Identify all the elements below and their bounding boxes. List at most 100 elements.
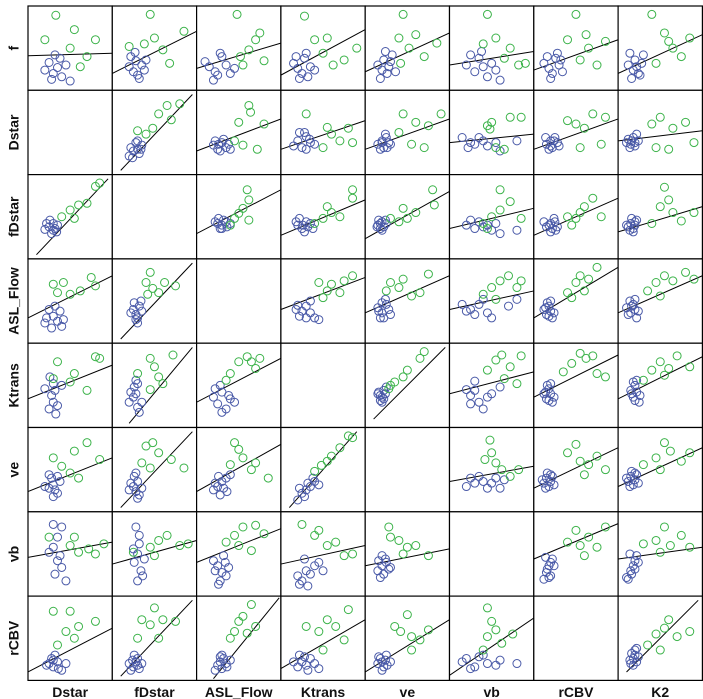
- panel-fDstar-vs-K2: [617, 174, 703, 260]
- data-point-green: [579, 470, 589, 480]
- data-point-green: [246, 546, 256, 556]
- panel-frame: [27, 5, 113, 91]
- data-point-blue: [219, 134, 229, 144]
- data-point-blue: [549, 136, 559, 146]
- panel-fDstar-vs-rCBV: [533, 174, 619, 260]
- data-point-green: [238, 611, 248, 621]
- panel-rCBV-vs-fDstar: [111, 595, 198, 681]
- data-point-blue: [478, 650, 488, 660]
- data-point-green: [419, 52, 429, 62]
- data-point-green: [310, 35, 320, 45]
- data-point-blue: [134, 301, 144, 311]
- data-point-blue: [47, 74, 57, 84]
- data-point-blue: [50, 301, 60, 311]
- panel-ASL_Flow-vs-ve: [364, 258, 451, 344]
- data-point-blue: [627, 136, 637, 146]
- data-point-green: [647, 218, 657, 228]
- data-point-blue: [375, 218, 385, 228]
- data-point-blue: [466, 664, 476, 674]
- panel-Ktrans-vs-Dstar: [27, 342, 113, 429]
- data-point-blue: [385, 310, 395, 320]
- data-point-green: [575, 348, 585, 358]
- data-point-green: [571, 119, 581, 129]
- data-point-green: [651, 629, 661, 639]
- data-point-green: [651, 535, 661, 545]
- data-point-green: [145, 385, 155, 395]
- data-point-green: [86, 272, 96, 282]
- data-point-green: [638, 460, 648, 470]
- data-point-green: [251, 520, 261, 530]
- data-point-green: [588, 193, 598, 203]
- data-point-green: [183, 539, 193, 549]
- data-point-blue: [300, 554, 310, 564]
- data-point-blue: [42, 218, 52, 228]
- data-point-green: [659, 438, 669, 448]
- data-point-blue: [57, 380, 67, 390]
- data-point-blue: [633, 557, 643, 567]
- data-point-blue: [133, 136, 143, 146]
- fit-line: [449, 465, 534, 482]
- fit-line: [196, 118, 281, 152]
- data-point-blue: [632, 129, 642, 139]
- data-point-blue: [544, 573, 554, 583]
- data-point-blue: [48, 218, 58, 228]
- data-point-blue: [461, 653, 471, 663]
- data-point-green: [348, 138, 358, 148]
- data-point-blue: [308, 224, 318, 234]
- data-point-blue: [470, 310, 480, 320]
- data-point-blue: [55, 53, 65, 63]
- data-point-green: [322, 615, 332, 625]
- data-point-green: [655, 291, 665, 301]
- data-point-green: [255, 28, 265, 38]
- data-point-blue: [633, 306, 643, 316]
- data-point-green: [145, 9, 155, 19]
- data-point-blue: [544, 63, 554, 73]
- data-point-green: [647, 9, 657, 19]
- fit-line: [196, 443, 281, 493]
- data-point-green: [230, 627, 240, 637]
- data-point-green: [225, 369, 235, 379]
- data-point-green: [149, 551, 159, 561]
- data-point-blue: [547, 471, 557, 481]
- data-point-green: [90, 35, 100, 45]
- data-point-green: [571, 525, 581, 535]
- data-point-green: [57, 461, 67, 471]
- data-point-green: [145, 542, 155, 552]
- panel-frame: [448, 342, 535, 429]
- data-point-green: [664, 144, 674, 154]
- data-point-blue: [470, 385, 480, 395]
- panel-frame: [111, 5, 198, 91]
- data-point-green: [171, 281, 181, 291]
- data-point-blue: [294, 73, 304, 83]
- panel-frame: [111, 174, 198, 260]
- data-point-blue: [210, 384, 220, 394]
- data-point-green: [246, 600, 256, 610]
- data-point-green: [651, 58, 661, 68]
- data-point-green: [318, 213, 328, 223]
- data-point-green: [584, 460, 594, 470]
- row-label-ASL_Flow: ASL_Flow: [6, 267, 22, 335]
- data-point-blue: [44, 404, 54, 414]
- data-point-blue: [628, 227, 638, 237]
- fit-line: [373, 347, 446, 420]
- data-point-green: [514, 465, 524, 475]
- panel-rCBV-vs-K2: [617, 595, 703, 681]
- data-point-blue: [632, 313, 642, 323]
- data-point-blue: [129, 382, 139, 392]
- data-point-blue: [487, 313, 497, 323]
- data-point-blue: [213, 144, 223, 154]
- data-point-green: [95, 455, 105, 465]
- data-point-green: [48, 279, 58, 289]
- data-point-green: [322, 202, 332, 212]
- data-point-green: [244, 215, 254, 225]
- data-point-blue: [466, 138, 476, 148]
- data-point-green: [396, 627, 406, 637]
- data-point-green: [398, 274, 408, 284]
- data-point-blue: [632, 375, 642, 385]
- data-point-green: [415, 288, 425, 298]
- data-point-green: [419, 143, 429, 153]
- data-point-green: [230, 438, 240, 448]
- panel-vb-vs-rCBV: [533, 511, 619, 597]
- data-point-green: [221, 537, 231, 547]
- data-point-green: [478, 39, 488, 49]
